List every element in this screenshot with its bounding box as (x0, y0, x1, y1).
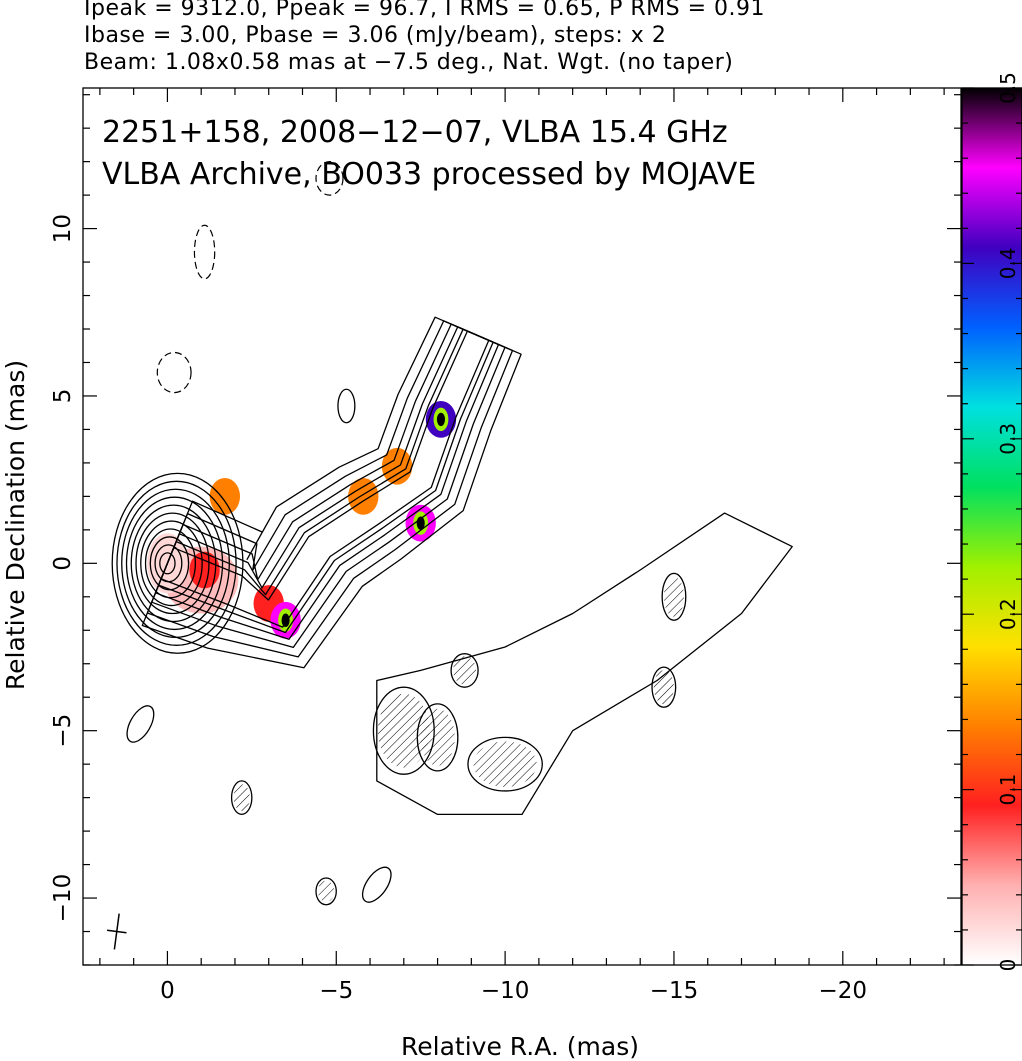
x-axis-label: Relative R.A. (mas) (401, 1032, 639, 1061)
southern-knot-hatch (473, 741, 537, 787)
y-tick-label: −10 (50, 874, 76, 923)
southern-knot-hatch (453, 656, 477, 685)
southern-knot-contour (661, 572, 687, 621)
pol-patch (209, 477, 241, 515)
colorbar-tick-label: 0.5 (996, 72, 1020, 104)
header-line-1: Ipeak = 9312.0, Ppeak = 96.7, I RMS = 0.… (84, 0, 765, 21)
southern-knot-contour (416, 703, 459, 772)
isolated-contour (315, 877, 337, 906)
southern-knot-hatch (377, 693, 430, 768)
x-tick-label: −15 (650, 978, 699, 1004)
southern-knot-hatch (653, 670, 674, 705)
core-contour (144, 528, 197, 599)
isolated-contour (230, 780, 253, 816)
core-contour (125, 496, 224, 631)
header-line-2: Ibase = 3.00, Pbase = 3.06 (mJy/beam), s… (84, 23, 667, 48)
plot-frame (82, 87, 962, 966)
axis-ticks: 0 −5 −10 −15 −20 −10 −5 0 5 10 (50, 88, 961, 1004)
southern-knot-contour (450, 653, 479, 688)
colorbar (961, 87, 1022, 966)
chart-title-line-2: VLBA Archive, BO033 processed by MOJAVE (102, 157, 756, 192)
jet-contour (141, 316, 522, 669)
x-tick-label: −20 (819, 978, 868, 1004)
isolated-hatch (233, 784, 250, 812)
negative-contour (315, 161, 344, 196)
southern-knot-hatch (420, 708, 455, 766)
negative-contour (193, 224, 216, 280)
y-tick-label: 5 (50, 389, 76, 404)
core-contour (111, 472, 244, 654)
core-contour (159, 552, 176, 575)
intensity-contours (111, 316, 793, 906)
x-tick-label: 0 (160, 978, 175, 1004)
core-contour (116, 480, 237, 646)
colorbar-ticks: 0 0.1 0.2 0.3 0.4 0.5 (962, 72, 1022, 971)
chart-title-line-1: 2251+158, 2008−12−07, VLBA 15.4 GHz (102, 115, 728, 150)
jet-contour (160, 330, 490, 628)
polarization-layer (147, 400, 457, 639)
negative-contours (156, 161, 344, 394)
southern-knot-contour (467, 736, 543, 792)
isolated-contour (337, 388, 356, 424)
y-tick-label: 0 (50, 556, 76, 571)
y-tick-label: 10 (50, 214, 76, 243)
negative-contour (156, 351, 192, 394)
core-contour (140, 520, 203, 607)
colorbar-tick-label: 0 (996, 959, 1020, 972)
colorbar-tick-label: 0.4 (996, 247, 1020, 279)
beam-marker (106, 913, 127, 950)
southern-knot-hatch (663, 576, 685, 617)
header-line-3: Beam: 1.08x0.58 mas at −7.5 deg., Nat. W… (84, 50, 734, 75)
core-contour (135, 512, 210, 615)
colorbar-tick-label: 0.3 (996, 423, 1020, 455)
colorbar-tick-label: 0.2 (996, 598, 1020, 630)
y-axis-label: Relative Declination (mas) (1, 360, 30, 690)
southern-jet-contour (376, 512, 793, 816)
core-contour (130, 504, 217, 623)
jet-contour (151, 323, 506, 649)
pol-patch-peak (281, 613, 290, 627)
x-tick-label: −10 (481, 978, 530, 1004)
isolated-hatch (318, 880, 335, 903)
pol-patch-peak (436, 412, 446, 427)
colorbar-tick-label: 0.1 (996, 774, 1020, 806)
isolated-contour (126, 705, 155, 743)
southern-knot-contour (651, 666, 677, 708)
x-tick-label: −5 (319, 978, 353, 1004)
isolated-contour (361, 866, 392, 903)
y-tick-label: −5 (50, 714, 76, 748)
beam-minor-axis (106, 929, 127, 934)
pol-patch (189, 551, 220, 589)
jet-contour (157, 328, 494, 634)
jet-contour (154, 326, 500, 640)
